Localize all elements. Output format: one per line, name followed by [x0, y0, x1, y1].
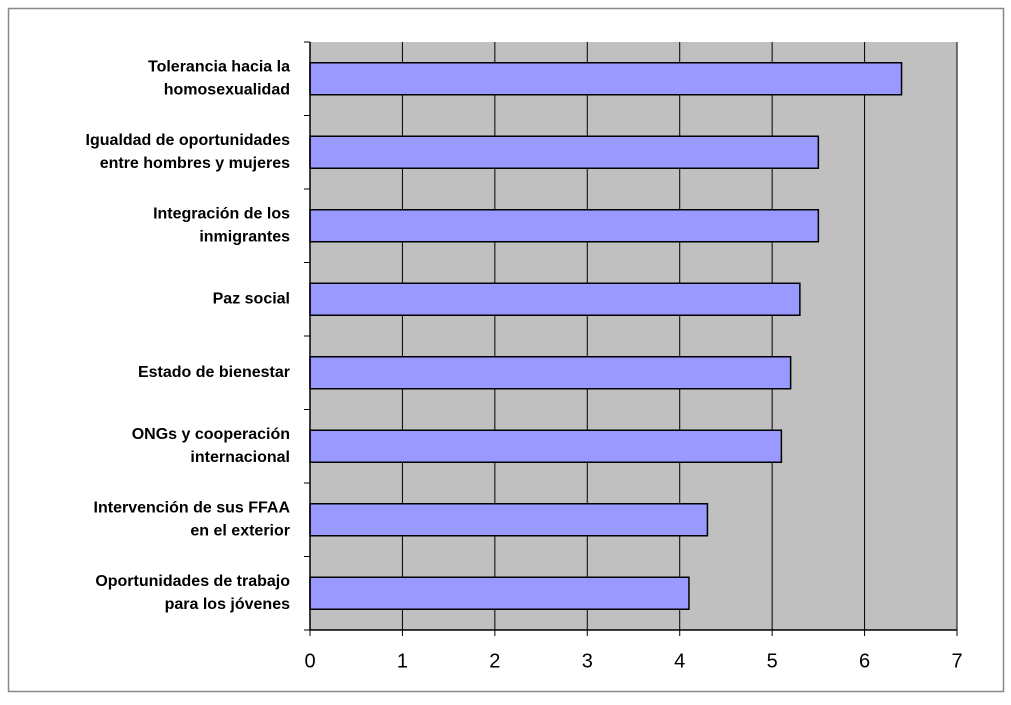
y-tick-label: Estado de bienestar — [138, 364, 290, 381]
y-tick-label: internacional — [190, 449, 290, 466]
y-tick-label: Tolerancia hacia la — [148, 58, 290, 75]
y-tick-label: en el exterior — [190, 522, 290, 539]
y-tick-label: para los jóvenes — [165, 596, 290, 613]
bar — [309, 135, 820, 169]
bar — [309, 62, 903, 96]
y-tick-label: Intervención de sus FFAA — [94, 499, 291, 516]
x-tick-label: 3 — [582, 650, 593, 672]
x-tick-label: 7 — [951, 650, 962, 672]
bar — [309, 503, 709, 537]
x-tick-label: 2 — [489, 650, 500, 672]
x-tick-label: 4 — [674, 650, 685, 672]
x-tick-label: 0 — [304, 650, 315, 672]
y-tick-label: inmigrantes — [199, 228, 290, 245]
bar — [309, 576, 690, 610]
bar — [309, 429, 783, 463]
y-tick-label: Paz social — [213, 290, 290, 307]
y-tick-label: Igualdad de oportunidades — [86, 132, 291, 149]
x-tick-label: 1 — [397, 650, 408, 672]
plot-area — [310, 42, 957, 630]
y-tick-label: entre hombres y mujeres — [100, 155, 290, 172]
y-tick-label: Oportunidades de trabajo — [95, 573, 290, 590]
bar — [309, 356, 792, 390]
x-tick-label: 6 — [859, 650, 870, 672]
y-tick-label: homosexualidad — [164, 81, 290, 98]
y-tick-label: ONGs y cooperación — [132, 426, 290, 443]
bar — [309, 282, 801, 316]
bar — [309, 209, 820, 243]
x-tick-label: 5 — [767, 650, 778, 672]
y-tick-label: Integración de los — [153, 205, 290, 222]
